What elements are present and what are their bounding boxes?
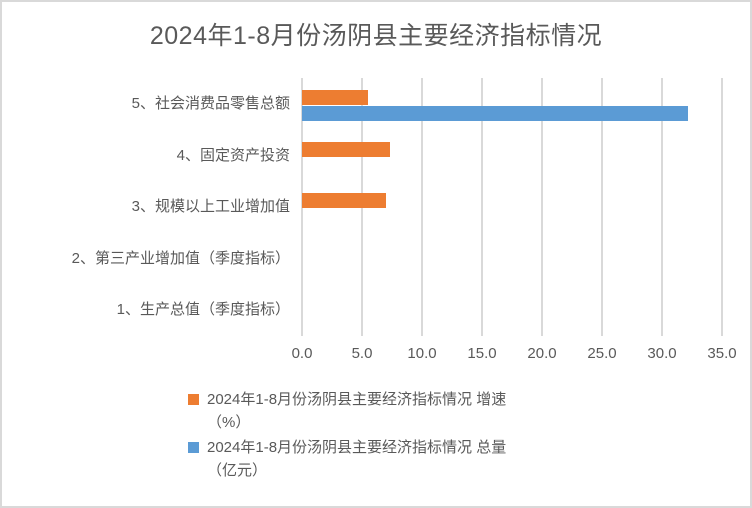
legend-label-total: 2024年1-8月份汤阴县主要经济指标情况 总量 [207, 439, 507, 456]
gridline [481, 78, 483, 336]
bar-row [302, 130, 722, 182]
value-axis-tick: 5.0 [351, 345, 373, 362]
legend-label-growth: 2024年1-8月份汤阴县主要经济指标情况 增速 [207, 391, 507, 408]
value-axis-tick: 0.0 [291, 345, 313, 362]
gridline [541, 78, 543, 336]
legend-swatch-growth [188, 394, 199, 405]
legend: 2024年1-8月份汤阴县主要经济指标情况 增速 （%） 2024年1-8月份汤… [188, 388, 506, 484]
value-axis: 0.0 5.0 10.0 15.0 20.0 25.0 30.0 35.0 [272, 345, 750, 362]
legend-entry-total: 2024年1-8月份汤阴县主要经济指标情况 总量 （亿元） [188, 436, 506, 482]
value-axis-tick: 30.0 [647, 345, 677, 362]
bar-row [302, 181, 722, 233]
category-axis: 5、社会消费品零售总额 4、固定资产投资 3、规模以上工业增加值 2、第三产业增… [2, 78, 302, 336]
category-label: 2、第三产业增加值（季度指标） [71, 249, 290, 267]
gridline [421, 78, 423, 336]
category-label: 4、固定资产投资 [176, 146, 290, 164]
legend-swatch-total [188, 442, 199, 453]
growth-bar [302, 193, 386, 209]
growth-bar [302, 141, 390, 157]
category-label: 5、社会消费品零售总额 [131, 95, 290, 112]
bar-row [302, 233, 722, 285]
total-bar [302, 106, 689, 121]
bar-row [302, 78, 722, 130]
value-axis-tick: 25.0 [587, 345, 617, 362]
gridline [661, 78, 663, 336]
chart-title: 2024年1-8月份汤阴县主要经济指标情况 [149, 22, 603, 50]
gridline [721, 78, 723, 336]
value-axis-tick: 10.0 [407, 345, 437, 362]
category-label: 3、规模以上工业增加值 [131, 198, 290, 216]
value-axis-tick: 35.0 [707, 345, 737, 362]
category-label: 1、生产总值（季度指标） [116, 301, 290, 319]
legend-entry-growth: 2024年1-8月份汤阴县主要经济指标情况 增速 （%） [188, 388, 506, 434]
growth-bar [302, 90, 368, 105]
legend-label-total-unit: （亿元） [207, 462, 268, 479]
value-axis-tick: 15.0 [467, 345, 497, 362]
gridline [601, 78, 603, 336]
legend-label-growth-unit: （%） [207, 414, 251, 431]
plot-area [301, 78, 723, 336]
bar-row [302, 284, 722, 336]
value-axis-tick: 20.0 [527, 345, 557, 362]
